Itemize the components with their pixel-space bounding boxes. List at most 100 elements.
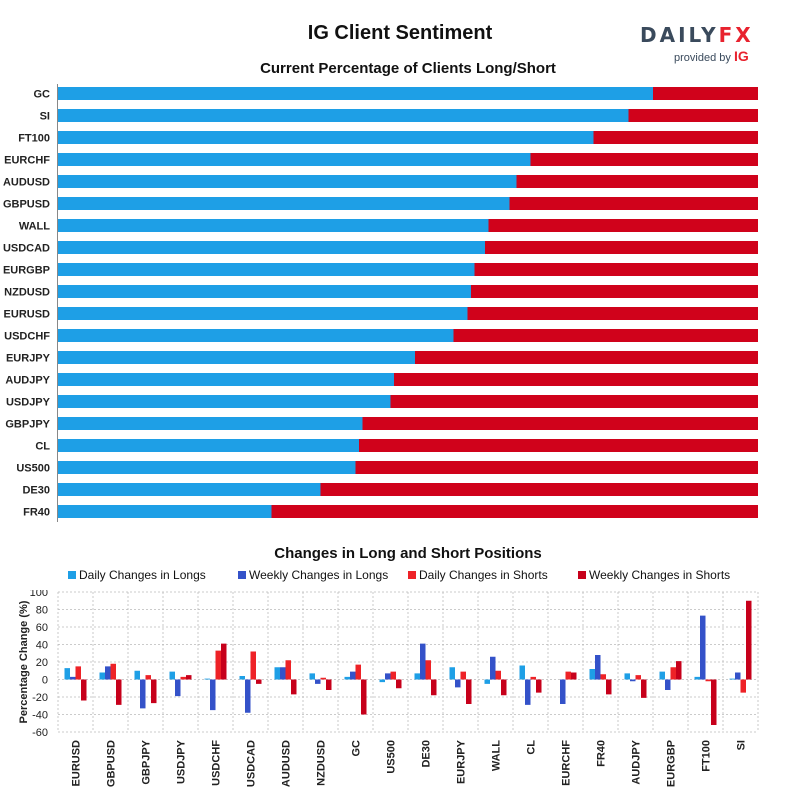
change-bar — [635, 675, 641, 680]
short-bar — [471, 285, 758, 298]
legend-daily-shorts: Daily Changes in Shorts — [408, 568, 548, 582]
short-bar — [653, 87, 758, 100]
x-category-label: US500 — [386, 740, 398, 774]
change-bar — [729, 678, 735, 680]
change-bar — [151, 679, 157, 704]
legend-weekly-longs: Weekly Changes in Longs — [238, 568, 388, 582]
change-bar — [285, 660, 291, 680]
change-bar — [420, 643, 426, 680]
change-bar — [519, 665, 525, 680]
change-bar — [565, 671, 571, 680]
y-axis-title: Percentage Change (%) — [18, 600, 30, 723]
short-bar — [320, 483, 758, 496]
change-bar — [530, 676, 536, 680]
change-bar — [379, 679, 385, 683]
change-bar — [595, 655, 601, 680]
change-bar — [110, 663, 116, 680]
category-label: EURJPY — [6, 353, 51, 365]
long-bar — [58, 153, 531, 166]
legend-swatch — [408, 571, 416, 579]
long-bar — [58, 109, 629, 122]
long-bar — [58, 241, 485, 254]
short-bar — [415, 351, 758, 364]
provided-by-ig: provided by IG — [674, 48, 749, 64]
long-bar — [58, 285, 471, 298]
x-category-label: NZDUSD — [316, 740, 328, 786]
dailyfx-logo: DAILYFX provided by IG — [640, 24, 751, 64]
legend-swatch — [68, 571, 76, 579]
x-category-label: AUDJPY — [631, 739, 643, 784]
long-bar — [58, 417, 363, 430]
long-bar — [58, 131, 594, 144]
long-bar — [58, 461, 356, 474]
change-bar — [665, 679, 671, 690]
change-bar — [495, 670, 501, 680]
change-bar — [350, 671, 356, 680]
change-bar — [560, 679, 566, 704]
change-bar — [64, 668, 70, 680]
y-tick-label: 0 — [42, 675, 48, 687]
change-bar — [105, 666, 111, 680]
change-bar — [320, 677, 326, 680]
change-bar — [186, 675, 192, 680]
changes-legend: Daily Changes in Longs Weekly Changes in… — [0, 568, 800, 584]
change-bar — [99, 672, 105, 680]
change-bar — [204, 678, 210, 680]
change-bar — [175, 679, 181, 697]
change-bar — [116, 679, 122, 705]
changes-bar-chart: 100 80 60 40 20 0 -20 -40 -60 EURUSD GBPUSD GBPJPY U… — [18, 590, 759, 787]
legend-daily-longs: Daily Changes in Longs — [68, 568, 206, 582]
category-label: GBPUSD — [3, 199, 50, 211]
long-bar — [58, 483, 321, 496]
change-bar — [396, 679, 402, 689]
legend-swatch — [238, 571, 246, 579]
change-bar — [735, 672, 741, 680]
change-bar — [705, 679, 711, 682]
chart-title: IG Client Sentiment — [307, 22, 493, 44]
legend-swatch — [578, 571, 586, 579]
x-category-label: GBPJPY — [141, 739, 153, 784]
x-category-label: GBPUSD — [106, 740, 118, 787]
change-bar — [700, 615, 706, 680]
short-bar — [488, 219, 758, 232]
y-tick-label: -20 — [32, 692, 48, 704]
y-tick-label: -40 — [32, 710, 48, 722]
long-bar — [58, 197, 510, 210]
change-bar — [484, 679, 490, 684]
x-category-label: EURJPY — [456, 739, 468, 784]
x-category-label: GC — [351, 740, 363, 757]
change-bar — [70, 676, 76, 680]
x-category-label: EURCHF — [561, 740, 573, 786]
x-category-label: WALL — [491, 740, 503, 771]
change-bar — [215, 650, 221, 680]
x-category-label: USDCAD — [246, 740, 258, 787]
long-bar — [58, 505, 272, 518]
category-label: AUDUSD — [3, 177, 50, 189]
change-bar — [140, 679, 146, 709]
x-category-label: FT100 — [701, 740, 713, 772]
short-bar — [516, 175, 758, 188]
change-bar — [746, 600, 752, 680]
x-category-label: EURGBP — [666, 740, 678, 787]
category-label: DE30 — [22, 485, 50, 497]
category-label: FR40 — [23, 507, 50, 519]
change-bar — [256, 679, 262, 684]
y-tick-label: 80 — [36, 605, 48, 617]
change-bar — [134, 670, 140, 680]
category-label: USDJPY — [6, 397, 51, 409]
change-bar — [571, 672, 577, 680]
change-bar — [239, 676, 245, 680]
change-bar — [659, 671, 665, 680]
long-bar — [58, 351, 415, 364]
sentiment-chart-title: Current Percentage of Clients Long/Short — [260, 60, 556, 77]
change-bar — [145, 675, 151, 680]
short-bar — [593, 131, 758, 144]
x-category-label: DE30 — [421, 740, 433, 768]
change-bar — [501, 679, 507, 696]
short-bar — [453, 329, 758, 342]
change-bar — [390, 671, 396, 680]
change-bar — [425, 660, 431, 680]
category-label: USDCHF — [4, 331, 50, 343]
long-bar — [58, 307, 468, 320]
category-label: AUDJPY — [5, 375, 50, 387]
